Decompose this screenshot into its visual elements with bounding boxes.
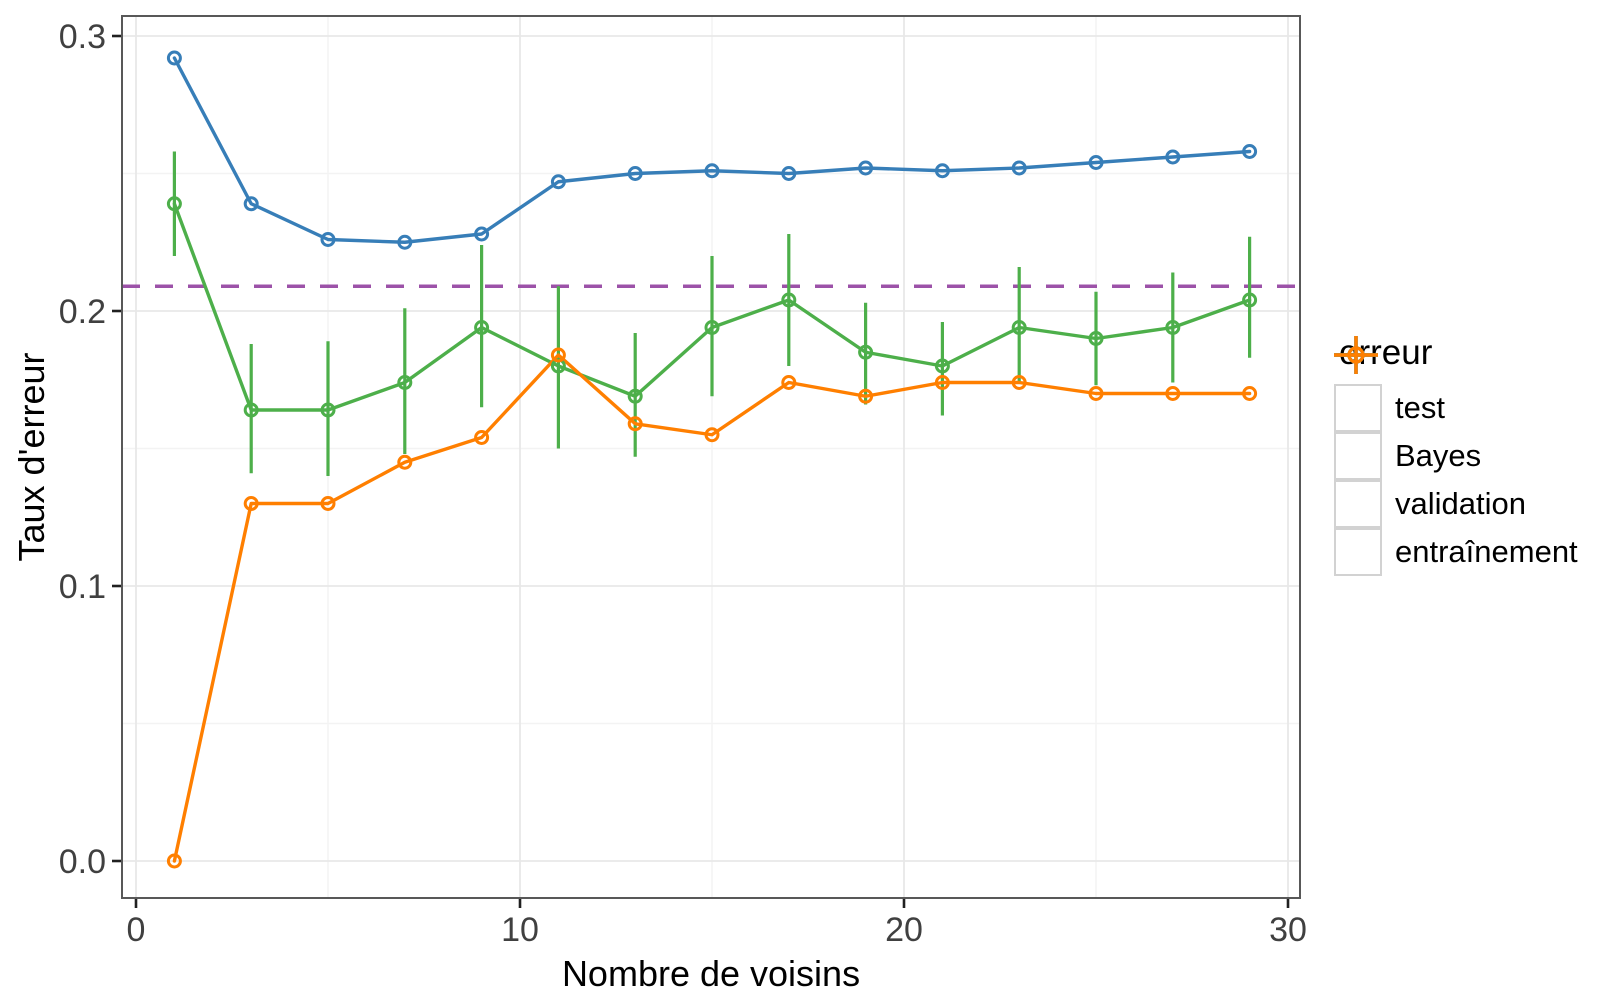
data-point-entraînement [781,375,797,390]
data-point-validation [320,402,336,418]
chart-layers: 0 10 20 30 0.0 0.1 0.2 0.3 [59,15,1307,949]
legend-label: entraînement [1395,534,1578,569]
data-point-validation [1165,320,1181,335]
data-point-entraînement [858,388,874,404]
data-point-entraînement [1011,375,1027,390]
legend: erreur test Bayes validation entraînement [1334,333,1578,576]
data-point-validation [243,402,259,418]
x-axis-title: Nombre de voisins [562,953,860,994]
legend-key-pointrange-icon [1334,336,1382,480]
data-point-validation [934,358,950,374]
panel-border [121,15,1301,899]
pointrange-glyph-icon [1334,336,1378,374]
data-point-entraînement [550,347,566,363]
data-point-validation [781,292,797,308]
data-point-test [1165,149,1181,165]
data-point-entraînement [704,427,720,443]
legend-item-test: test [1334,336,1578,432]
legend-item-entraînement: entraînement [1334,336,1578,576]
series-line-validation [172,202,1252,412]
legend-key-pointrange-icon [1334,336,1382,432]
y-tick-label: 0.0 [59,843,106,881]
legend-label: Bayes [1395,438,1482,473]
data-point-validation [1011,320,1027,335]
legend-items: test Bayes validation entraînement [1334,336,1578,576]
data-point-test [934,163,950,179]
data-point-validation [704,320,720,335]
data-point-test [474,226,490,242]
data-point-validation [1088,331,1104,346]
legend-label: test [1395,390,1445,425]
data-point-validation [627,388,643,404]
data-point-validation [858,344,874,360]
data-point-entraînement [166,853,182,869]
series-line-entraînement [172,353,1252,863]
data-point-test [1011,160,1027,176]
legend-item-Bayes: Bayes [1334,336,1578,480]
x-tick-label: 10 [501,911,539,949]
data-point-validation [166,196,182,212]
data-point-entraînement [397,454,413,470]
glyph-circle [1347,346,1365,364]
data-point-entraînement [243,496,259,511]
legend-key-pointrange-icon [1334,336,1382,576]
data-point-entraînement [320,496,336,511]
panel-background [122,16,1300,898]
data-point-entraînement [1088,386,1104,401]
data-point-entraînement [1165,386,1181,401]
x-tick-label: 20 [885,911,923,949]
data-point-validation [474,320,490,335]
legend-item-validation: validation [1334,336,1578,528]
y-tick-label: 0.1 [59,568,106,606]
x-tick-label: 30 [1269,911,1307,949]
data-point-test [397,234,413,250]
data-point-validation [1242,292,1258,308]
data-point-test [858,160,874,176]
data-point-test [1242,144,1258,159]
data-point-test [704,163,720,179]
data-point-test [320,232,336,247]
y-axis-title: Taux d'erreur [11,353,52,562]
data-point-test [1088,155,1104,170]
legend-label: validation [1395,486,1526,521]
data-point-validation [397,375,413,390]
data-point-entraînement [934,375,950,390]
series-line-test [172,56,1252,244]
y-tick-label: 0.2 [59,293,106,331]
x-tick-label: 0 [127,911,146,949]
data-point-test [627,166,643,181]
data-point-test [166,50,182,66]
data-point-entraînement [627,416,643,432]
y-tick-label: 0.3 [59,18,106,56]
data-point-test [550,174,566,190]
legend-key-pointrange-icon [1334,336,1382,528]
data-point-entraînement [474,430,490,445]
data-point-entraînement [1242,386,1258,401]
data-point-test [243,196,259,212]
data-point-test [781,166,797,181]
